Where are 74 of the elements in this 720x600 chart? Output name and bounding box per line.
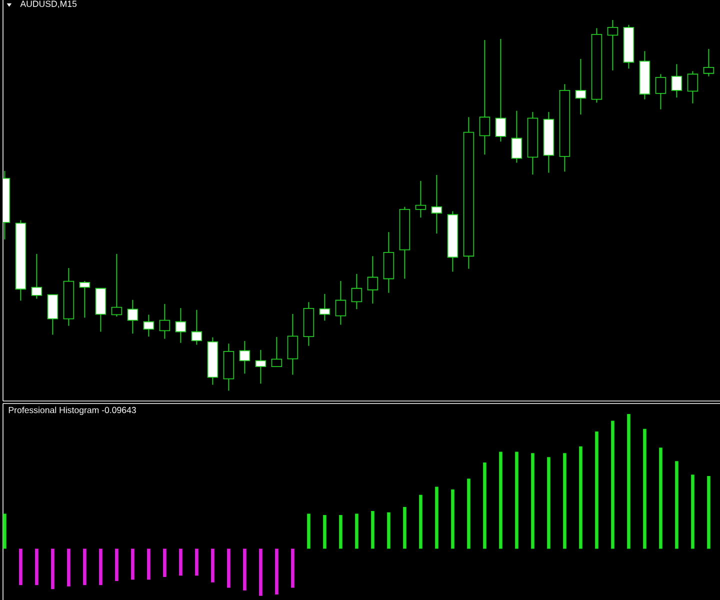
bar <box>355 514 358 549</box>
bar <box>451 489 454 549</box>
candlestick <box>255 349 266 384</box>
candlestick <box>335 280 346 326</box>
bar <box>227 548 230 588</box>
bar <box>707 476 710 549</box>
bar <box>323 515 326 549</box>
bar <box>99 548 102 586</box>
bar <box>595 432 598 549</box>
candlestick <box>79 280 90 318</box>
bar <box>163 548 166 577</box>
candlestick <box>431 174 442 234</box>
candlestick <box>111 253 122 318</box>
bar <box>179 548 182 576</box>
bar <box>291 548 294 588</box>
bar <box>3 514 6 549</box>
candlestick <box>415 180 426 218</box>
bar <box>211 548 214 582</box>
candlestick <box>271 336 282 368</box>
candlestick <box>703 48 714 77</box>
candlestick <box>479 40 490 156</box>
bar <box>307 514 310 549</box>
candlestick <box>319 293 330 322</box>
chart-title: Professional Histogram -0.09643 <box>8 406 136 415</box>
candlestick <box>31 253 42 300</box>
candlestick <box>687 70 698 104</box>
bar <box>675 461 678 549</box>
bar <box>147 548 150 580</box>
candlestick <box>175 308 186 344</box>
candlestick <box>607 19 618 71</box>
bar <box>259 548 262 596</box>
candlestick <box>159 303 170 340</box>
candlestick <box>351 273 362 310</box>
bar <box>643 428 646 549</box>
bar <box>243 548 246 590</box>
bar <box>339 515 342 549</box>
bar <box>627 414 630 549</box>
bar <box>563 453 566 549</box>
bar <box>115 548 118 582</box>
bar <box>371 510 374 549</box>
candlestick <box>655 74 666 110</box>
bar <box>419 494 422 549</box>
bar <box>403 506 406 549</box>
candlestick <box>367 256 378 304</box>
candlestick <box>671 64 682 98</box>
candlestick <box>127 299 138 334</box>
bar <box>579 446 582 549</box>
bar <box>515 452 518 549</box>
candlestick <box>287 313 298 376</box>
bar <box>547 457 550 549</box>
bar <box>387 512 390 549</box>
candlestick <box>239 340 250 374</box>
bar <box>467 478 470 549</box>
chart-title: AUDUSD,M15 <box>20 0 77 8</box>
bar <box>531 453 534 549</box>
bar <box>435 486 438 549</box>
candlestick <box>575 58 586 116</box>
bar <box>659 448 662 549</box>
bar <box>83 548 86 586</box>
bar <box>483 462 486 549</box>
candlestick <box>191 309 202 346</box>
bar <box>499 452 502 549</box>
bar <box>195 548 198 576</box>
bar <box>67 548 70 586</box>
candlestick <box>495 38 506 142</box>
bar <box>19 548 22 586</box>
bar <box>35 548 38 586</box>
bar <box>51 548 54 590</box>
bar <box>611 420 614 549</box>
bar <box>275 548 278 594</box>
candlestick <box>143 314 154 338</box>
bar <box>131 548 134 580</box>
candlestick <box>511 110 522 164</box>
bar <box>691 474 694 549</box>
